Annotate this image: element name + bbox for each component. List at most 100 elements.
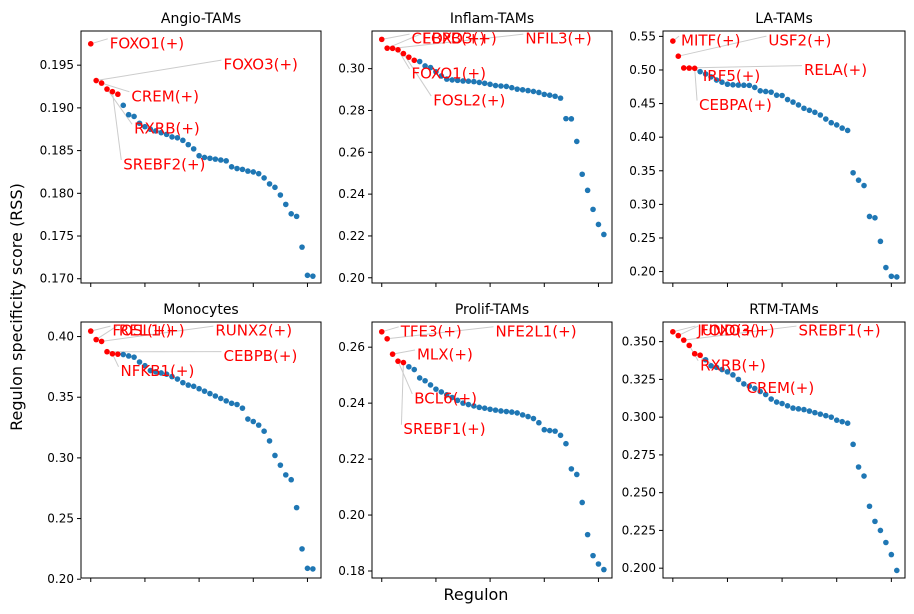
- data-point: [272, 184, 278, 191]
- data-point: [427, 64, 434, 71]
- data-point: [142, 362, 148, 369]
- data-point: [163, 131, 170, 138]
- panel-title: LA-TAMs: [755, 11, 813, 27]
- axes-frame: [80, 321, 322, 579]
- highlight-point: [675, 332, 682, 339]
- highlight-point: [389, 45, 396, 52]
- data-point: [839, 418, 845, 425]
- regulon-label: FOXO1(+): [110, 34, 184, 52]
- y-tick-label: 0.170: [40, 272, 74, 286]
- data-point: [579, 171, 586, 178]
- highlight-point: [675, 53, 682, 59]
- data-point: [530, 415, 537, 422]
- y-tick-label: 0.250: [622, 486, 656, 500]
- data-point: [530, 88, 537, 95]
- highlight-point: [680, 337, 687, 343]
- data-point: [212, 393, 219, 399]
- data-point: [519, 412, 526, 418]
- y-tick-label: 0.24: [338, 187, 365, 201]
- panel-2: LA-TAMs 0.20 0.25 0.30 0.35 0.40 0.45 0.50 0.55 M…: [629, 11, 906, 287]
- regulon-label: CEBPA(+): [699, 96, 772, 114]
- data-point: [822, 412, 829, 419]
- data-point: [590, 206, 596, 213]
- data-point: [255, 422, 262, 428]
- data-point: [568, 116, 575, 122]
- data-point: [481, 80, 488, 87]
- data-point: [438, 73, 445, 79]
- highlight-point: [395, 47, 401, 53]
- data-point: [850, 441, 856, 448]
- regulon-label: USF2(+): [768, 32, 831, 50]
- data-point: [142, 123, 148, 130]
- data-point: [719, 366, 725, 373]
- data-point: [795, 102, 802, 108]
- data-point: [708, 362, 714, 369]
- highlight-point: [98, 80, 105, 86]
- data-point: [861, 182, 867, 189]
- data-point: [476, 404, 483, 411]
- regulon-label: FOSL2(+): [433, 92, 505, 110]
- data-point: [310, 273, 316, 279]
- leader-line: [397, 360, 413, 395]
- y-tick-label: 0.26: [338, 145, 365, 159]
- data-point: [519, 86, 526, 93]
- regulon-label: FOXO1(+): [412, 64, 486, 82]
- y-tick-label: 0.50: [629, 63, 656, 77]
- data-point: [487, 406, 493, 413]
- leader-line: [381, 326, 399, 333]
- data-point: [741, 381, 747, 387]
- data-point: [590, 552, 596, 559]
- data-point: [217, 157, 224, 163]
- data-point: [850, 169, 856, 176]
- data-point: [147, 126, 154, 133]
- data-point: [460, 78, 466, 84]
- data-point: [498, 83, 504, 89]
- figure-ylabel: Regulon specificity score (RSS): [7, 183, 26, 431]
- regulon-label: TFE3(+): [400, 322, 462, 340]
- data-point: [866, 213, 873, 220]
- regulon-label: SREBF2(+): [123, 156, 205, 174]
- data-point: [563, 115, 569, 122]
- regulon-label: BCL6(+): [414, 389, 477, 407]
- data-point: [277, 192, 284, 198]
- data-point: [201, 388, 208, 394]
- leader-line: [678, 35, 767, 57]
- y-tick-label: 0.20: [338, 508, 365, 522]
- data-point: [460, 400, 466, 406]
- leader-line: [683, 325, 797, 341]
- y-tick-label: 0.28: [338, 103, 365, 117]
- data-point: [261, 175, 267, 181]
- panel-5: RTM-TAMs 0.200 0.225 0.250 0.275 0.300 0.325 0.…: [622, 302, 906, 582]
- y-tick-label: 0.190: [40, 101, 74, 115]
- highlight-point: [406, 54, 412, 60]
- data-point: [120, 102, 127, 109]
- data-point: [546, 427, 553, 434]
- highlight-point: [389, 351, 396, 357]
- panel-title: Monocytes: [163, 302, 238, 318]
- data-point: [471, 78, 477, 85]
- data-point: [514, 86, 520, 92]
- data-point: [498, 408, 504, 414]
- data-point: [427, 382, 434, 388]
- data-point: [465, 401, 472, 408]
- regulon-label: CEBPB(+): [412, 30, 486, 48]
- regulon-label: CREM(+): [131, 87, 199, 105]
- y-tick-label: 0.325: [622, 372, 656, 386]
- regulon-label: FOXO3(+): [700, 322, 774, 340]
- data-point: [735, 82, 742, 88]
- highlight-point: [104, 86, 110, 92]
- data-point: [746, 82, 753, 89]
- data-point: [822, 116, 829, 122]
- data-point: [762, 88, 769, 95]
- data-point: [158, 370, 164, 376]
- data-point: [406, 363, 412, 370]
- data-point: [790, 99, 796, 105]
- data-point: [784, 96, 791, 103]
- data-point: [234, 401, 240, 408]
- leader-line: [694, 68, 698, 101]
- data-point: [239, 405, 246, 411]
- highlight-point: [686, 342, 693, 349]
- data-point: [250, 169, 257, 175]
- data-point: [207, 155, 213, 162]
